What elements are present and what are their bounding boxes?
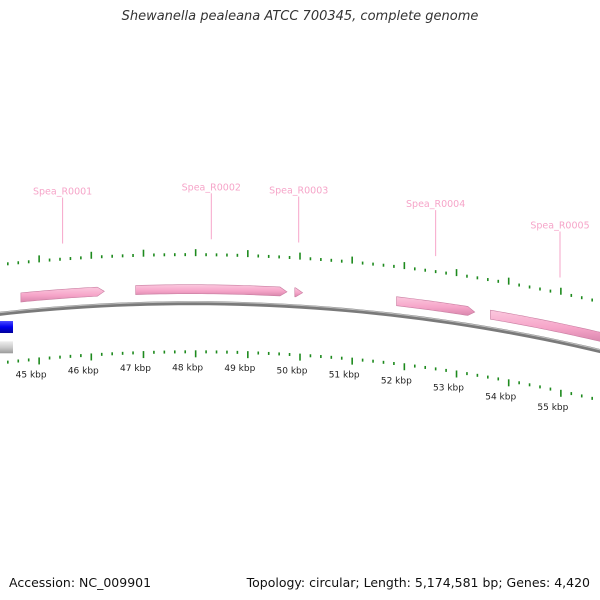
feature-label: Spea_R0004	[406, 199, 465, 210]
feature-label: Spea_R0003	[269, 186, 328, 197]
tick-label: 45 kbp	[16, 370, 47, 380]
tick-label: 55 kbp	[537, 403, 568, 413]
backbone-line	[0, 301, 600, 354]
tick-label: 54 kbp	[485, 392, 516, 402]
outer-tick-track	[7, 249, 593, 302]
rrna-feature[interactable]	[135, 284, 288, 297]
rrna-feature[interactable]	[396, 296, 476, 316]
rrna-arrow[interactable]	[20, 286, 105, 303]
rrna-arrow[interactable]	[135, 284, 288, 297]
rrna-feature[interactable]	[20, 286, 105, 303]
map-title: Shewanella pealeana ATCC 700345, complet…	[121, 9, 479, 24]
rrna-feature[interactable]	[490, 309, 600, 342]
tick-label: 51 kbp	[329, 371, 360, 381]
edge-feature-track[interactable]	[0, 321, 13, 354]
genome-summary: Topology: circular; Length: 5,174,581 bp…	[246, 575, 590, 590]
genome-backbone	[0, 301, 600, 354]
cds-feature-edge[interactable]	[0, 321, 13, 334]
tick-label: 52 kbp	[381, 376, 412, 386]
feature-track[interactable]	[20, 284, 600, 342]
rrna-arrow[interactable]	[490, 309, 600, 342]
tick-labels: 45 kbp 46 kbp 47 kbp 48 kbp 49 kbp 50 kbp 51 k…	[16, 363, 569, 412]
feature-label: Spea_R0002	[182, 182, 241, 193]
tick-label: 53 kbp	[433, 383, 464, 393]
tick-label: 49 kbp	[224, 364, 255, 374]
rrna-feature[interactable]	[294, 287, 304, 298]
rrna-arrow[interactable]	[294, 287, 304, 298]
rrna-arrow[interactable]	[396, 296, 476, 316]
other-feature-edge[interactable]	[0, 341, 13, 354]
tick-label: 48 kbp	[172, 363, 203, 373]
inner-tick-track	[7, 350, 593, 400]
backbone-highlight	[0, 301, 600, 351]
feature-labels: Spea_R0001 Spea_R0002 Spea_R0003 Spea_R0004…	[33, 182, 590, 278]
tick-label: 47 kbp	[120, 364, 151, 374]
feature-label: Spea_R0005	[530, 221, 589, 232]
tick-label: 46 kbp	[68, 366, 99, 376]
feature-label: Spea_R0001	[33, 187, 92, 198]
tick-label: 50 kbp	[277, 367, 308, 377]
accession-label: Accession: NC_009901	[9, 575, 152, 590]
